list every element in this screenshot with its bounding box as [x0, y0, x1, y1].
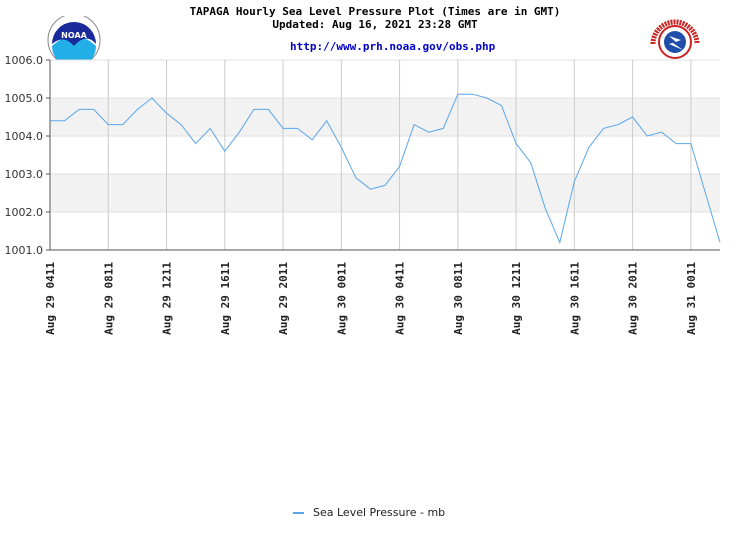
noaa-logo-icon: NOAA: [47, 16, 101, 60]
x-tick-label: Aug 29 0811: [102, 262, 115, 335]
x-tick-label: Aug 30 2011: [627, 262, 640, 335]
x-tick-label: Aug 29 1211: [161, 262, 174, 335]
updated-timestamp: Updated: Aug 16, 2021 23:28 GMT: [272, 18, 478, 31]
y-tick-label: 1004.0: [5, 130, 44, 143]
x-tick-label: Aug 31 0011: [685, 262, 698, 335]
y-tick-label: 1006.0: [5, 54, 44, 67]
x-tick-label: Aug 30 1211: [510, 262, 523, 335]
grid-band: [50, 174, 720, 212]
x-tick-label: Aug 30 0011: [335, 262, 348, 335]
noaa-logo-text: NOAA: [61, 31, 87, 40]
y-tick-label: 1005.0: [5, 92, 44, 105]
chart-legend: Sea Level Pressure - mb: [293, 506, 445, 519]
y-tick-labels: 1006.0 1005.0 1004.0 1003.0 1002.0 1001.0: [5, 54, 50, 257]
nws-logo-icon: [650, 19, 700, 59]
y-tick-label: 1003.0: [5, 168, 44, 181]
x-tick-label: Aug 29 1611: [219, 262, 232, 335]
chart-title: TAPAGA Hourly Sea Level Pressure Plot (T…: [189, 5, 561, 18]
x-tick-label: Aug 29 2011: [277, 262, 290, 335]
x-tick-label: Aug 30 0811: [452, 262, 465, 335]
y-tick-label: 1001.0: [5, 244, 44, 257]
x-tick-label: Aug 29 0411: [44, 262, 57, 335]
vertical-gridlines: [107, 60, 692, 250]
series-group: [50, 93, 721, 244]
x-tick-label: Aug 30 0411: [394, 262, 407, 335]
y-tick-label: 1002.0: [5, 206, 44, 219]
legend-label: Sea Level Pressure - mb: [313, 506, 446, 519]
series-line: [50, 93, 721, 244]
obs-url-link[interactable]: http://www.prh.noaa.gov/obs.php: [290, 40, 496, 53]
legend-swatch: [293, 511, 304, 514]
x-tick-labels: Aug 29 0411 Aug 29 0811 Aug 29 1211 Aug 29 …: [44, 262, 698, 335]
chart-header: TAPAGA Hourly Sea Level Pressure Plot (T…: [0, 5, 750, 31]
x-tick-label: Aug 30 1611: [568, 262, 581, 335]
plot-bands: [50, 59, 720, 251]
grid-band: [50, 98, 720, 136]
